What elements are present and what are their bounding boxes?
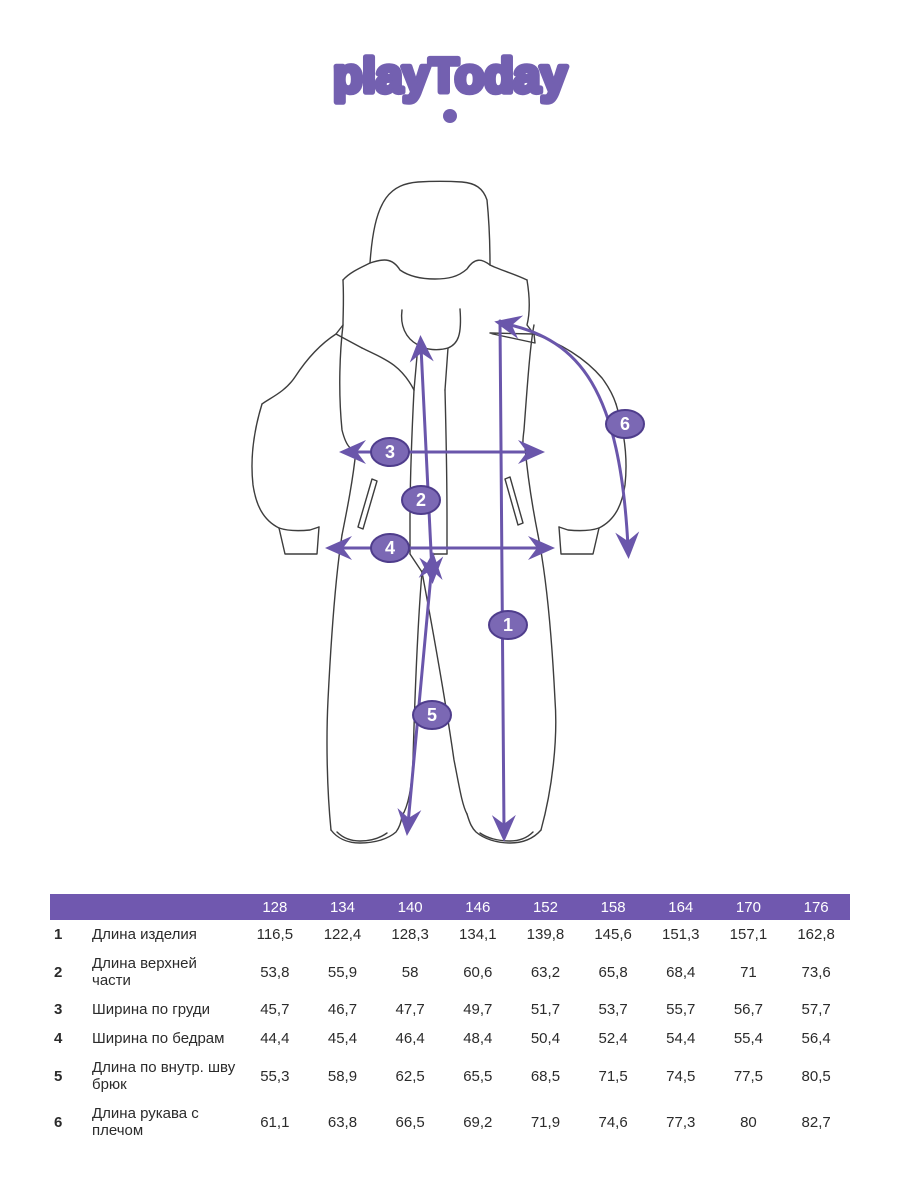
- svg-text:1: 1: [503, 615, 513, 635]
- svg-text:6: 6: [620, 414, 630, 434]
- svg-text:2: 2: [416, 490, 426, 510]
- svg-text:4: 4: [385, 538, 395, 558]
- svg-text:5: 5: [427, 705, 437, 725]
- svg-text:3: 3: [385, 442, 395, 462]
- svg-text:playToday: playToday: [333, 50, 567, 103]
